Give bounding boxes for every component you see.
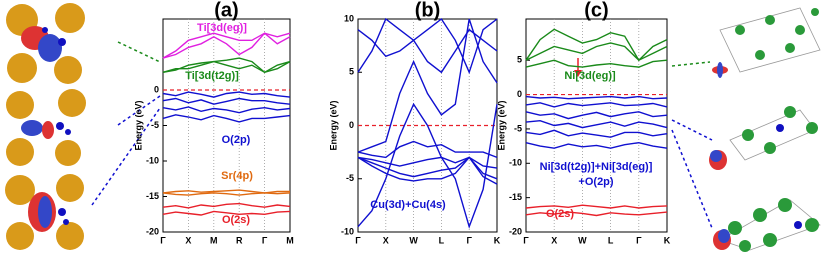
x-tick-label: Γ <box>466 235 472 245</box>
band-line <box>357 28 498 74</box>
structure-3 <box>5 174 84 250</box>
band-line <box>357 140 498 159</box>
band-line <box>357 156 498 169</box>
panel: Γ X W L Γ K -10 -5 0 5 10 (b) Energy (eV) Cu(3d)+Cu(4… <box>328 0 500 245</box>
band-line <box>357 18 498 153</box>
x-tick-label: R <box>236 235 243 245</box>
annotation: Cu(3d)+Cu(4s) <box>370 199 446 211</box>
y-tick-label: -10 <box>341 226 354 236</box>
x-tick-label: W <box>409 235 418 245</box>
band-line <box>162 106 291 114</box>
x-tick-label: Γ <box>355 235 361 245</box>
annotation: Sr(4p) <box>221 170 253 182</box>
band-line <box>525 211 668 217</box>
annotation: Ni[3d(t2g)]+Ni[3d(eg)] <box>540 161 653 173</box>
band-line <box>525 111 668 120</box>
y-tick-label: -20 <box>509 226 522 236</box>
annotation: Ni[3d(eg)] <box>564 70 616 82</box>
y-tick-label: 5 <box>349 67 354 77</box>
y-tick-label: 0 <box>349 120 354 130</box>
annotation: O(2s) <box>546 208 574 220</box>
x-tick-label: K <box>494 235 501 245</box>
y-axis-label: Energy (eV) <box>328 100 338 150</box>
annotation: O(2p) <box>222 134 251 146</box>
band-line <box>162 202 291 209</box>
band-line <box>525 59 668 68</box>
x-tick-label: Γ <box>636 235 642 245</box>
band-line <box>357 102 498 229</box>
band-line <box>525 95 668 100</box>
y-tick-label: -5 <box>151 120 159 130</box>
x-tick-label: L <box>439 235 445 245</box>
y-tick-label: -10 <box>509 158 522 168</box>
y-tick-label: 10 <box>344 13 354 23</box>
band-line <box>357 156 498 185</box>
x-tick-label: K <box>664 235 671 245</box>
x-tick-label: X <box>185 235 191 245</box>
panel-title: (b) <box>415 0 441 21</box>
band-line <box>162 91 291 98</box>
y-tick-label: -5 <box>514 123 522 133</box>
x-tick-label: Γ <box>160 235 166 245</box>
annotation: +O(2p) <box>578 176 613 188</box>
panel-title: (a) <box>214 0 238 21</box>
annotation: Ti[3d(eg)] <box>197 22 247 34</box>
structure-1 <box>6 3 85 84</box>
y-axis-label: Energy (eV) <box>496 100 506 150</box>
y-tick-label: -15 <box>509 192 522 202</box>
annotation: O(2s) <box>222 214 250 226</box>
x-tick-label: M <box>286 235 294 245</box>
band-line <box>525 141 668 149</box>
x-tick-label: Γ <box>523 235 529 245</box>
x-tick-label: L <box>608 235 614 245</box>
plot-frame <box>525 18 668 233</box>
structure-2 <box>6 89 86 166</box>
panel-title: (c) <box>584 0 608 21</box>
annotation: Ti[3d(t2g)] <box>185 70 239 82</box>
band-line <box>162 114 291 123</box>
band-line <box>162 192 291 196</box>
band-line <box>162 32 291 59</box>
band-line <box>162 189 290 194</box>
band-line <box>525 28 668 62</box>
y-tick-label: -10 <box>146 155 159 165</box>
band-line <box>525 119 668 129</box>
x-tick-label: Γ <box>262 235 268 245</box>
panel: Γ X M R Γ M -20 -15 -10 -5 0 (a) Energy (eV) Ti[3d(eg… <box>133 0 293 245</box>
band-line <box>162 60 291 74</box>
band-line <box>162 97 291 105</box>
x-tick-label: W <box>578 235 587 245</box>
y-tick-label: -20 <box>146 226 159 236</box>
x-tick-label: M <box>210 235 218 245</box>
band-line <box>525 204 668 209</box>
y-tick-label: 0 <box>154 84 159 94</box>
band-line <box>357 17 498 75</box>
panel: Γ X W L Γ K -20 -15 -10 -5 0 5 (c) Energy (eV) Ni[3d(e… <box>496 0 670 245</box>
band-line <box>525 102 668 108</box>
band-line <box>525 129 668 138</box>
band-line <box>525 42 668 62</box>
band-line <box>162 32 291 59</box>
y-tick-label: -15 <box>146 191 159 201</box>
band-line <box>162 210 291 216</box>
band-line <box>162 57 291 74</box>
left-structures <box>5 3 161 250</box>
y-tick-label: -5 <box>346 173 354 183</box>
y-axis-label: Energy (eV) <box>133 100 143 150</box>
x-tick-label: X <box>383 235 389 245</box>
x-tick-label: X <box>551 235 557 245</box>
y-tick-label: 5 <box>517 55 522 65</box>
y-tick-label: 0 <box>517 89 522 99</box>
right-structures <box>574 7 821 252</box>
